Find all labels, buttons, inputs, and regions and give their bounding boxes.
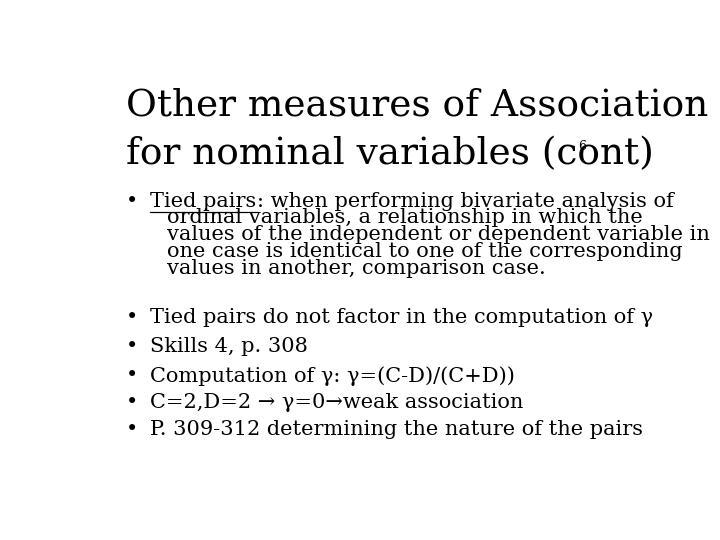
- Text: values of the independent or dependent variable in: values of the independent or dependent v…: [167, 225, 710, 244]
- Text: P. 309-312 determining the nature of the pairs: P. 309-312 determining the nature of the…: [150, 420, 643, 440]
- Text: ordinal variables, a relationship in which the: ordinal variables, a relationship in whi…: [167, 208, 643, 227]
- Text: 6: 6: [578, 140, 586, 153]
- Text: : when performing bivariate analysis of: : when performing bivariate analysis of: [256, 192, 673, 211]
- Text: Tied pairs do not factor in the computation of γ: Tied pairs do not factor in the computat…: [150, 308, 653, 327]
- Text: Skills 4, p. 308: Skills 4, p. 308: [150, 337, 308, 356]
- Text: •: •: [126, 366, 138, 385]
- Text: for nominal variables (cont): for nominal variables (cont): [126, 136, 654, 172]
- Text: Other measures of Association: Other measures of Association: [126, 87, 708, 124]
- Text: •: •: [126, 337, 138, 356]
- Text: •: •: [126, 393, 138, 412]
- Text: Computation of γ: γ=(C-D)/(C+D)): Computation of γ: γ=(C-D)/(C+D)): [150, 366, 515, 386]
- Text: Tied pairs: Tied pairs: [150, 192, 256, 211]
- Text: •: •: [126, 420, 138, 440]
- Text: •: •: [126, 308, 138, 327]
- Text: one case is identical to one of the corresponding: one case is identical to one of the corr…: [167, 242, 683, 261]
- Text: C=2,D=2 → γ=0→weak association: C=2,D=2 → γ=0→weak association: [150, 393, 523, 412]
- Text: values in another, comparison case.: values in another, comparison case.: [167, 259, 546, 278]
- Text: •: •: [126, 192, 138, 211]
